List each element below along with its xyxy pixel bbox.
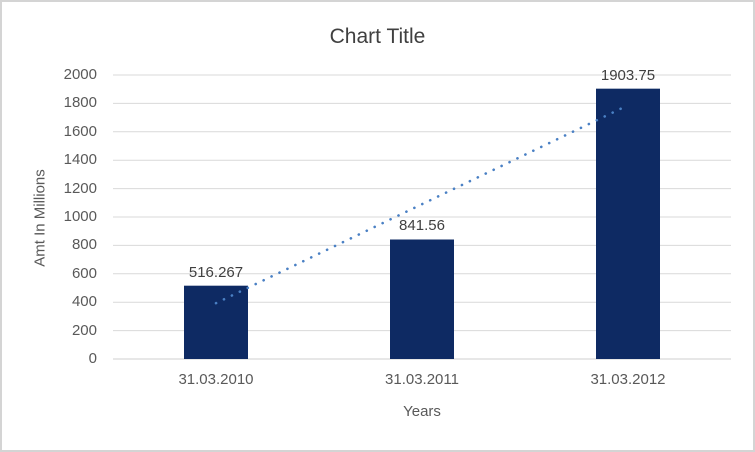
y-axis-tick-label: 1200 — [63, 179, 97, 197]
y-axis-tick-label: 1000 — [63, 208, 97, 225]
x-axis-tick-label: 31.03.2011 — [385, 371, 459, 388]
y-axis-tick-label: 600 — [71, 264, 97, 282]
y-axis-tick-label: 400 — [71, 293, 97, 311]
y-axis-tick-label: 1400 — [63, 151, 97, 169]
bar-data-label: 516.267 — [188, 263, 244, 281]
bar-31.03.2012 — [596, 88, 660, 359]
bar-data-label: 1903.75 — [600, 66, 656, 84]
y-axis-tick-label: 2000 — [63, 66, 97, 83]
y-axis-tick-label: 200 — [71, 321, 97, 339]
y-axis-tick-label: 1600 — [63, 122, 97, 140]
x-axis-title: Years — [403, 403, 441, 420]
y-axis-tick-label: 1800 — [63, 94, 97, 112]
bar-31.03.2010 — [184, 285, 248, 359]
x-axis-tick-label: 31.03.2010 — [178, 371, 254, 388]
y-axis-tick-label: 0 — [88, 350, 97, 367]
bar-data-label: 841.56 — [399, 217, 445, 235]
y-axis-tick-label: 800 — [71, 236, 97, 254]
bar-31.03.2011 — [390, 239, 454, 359]
chart-title: Chart Title — [329, 25, 426, 48]
x-axis-tick-label: 31.03.2012 — [590, 371, 666, 388]
